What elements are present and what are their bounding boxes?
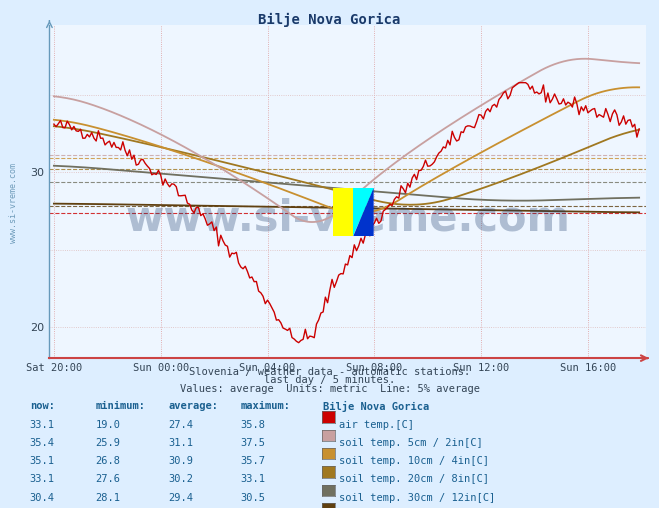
Text: soil temp. 20cm / 8in[C]: soil temp. 20cm / 8in[C] — [339, 474, 490, 485]
Text: Values: average  Units: metric  Line: 5% average: Values: average Units: metric Line: 5% a… — [179, 384, 480, 394]
Text: 35.8: 35.8 — [241, 420, 266, 430]
Text: soil temp. 10cm / 4in[C]: soil temp. 10cm / 4in[C] — [339, 456, 490, 466]
Polygon shape — [353, 188, 374, 236]
Text: 35.1: 35.1 — [30, 456, 55, 466]
Text: 35.4: 35.4 — [30, 438, 55, 448]
Text: www.si-vreme.com: www.si-vreme.com — [9, 163, 18, 243]
Text: 27.4: 27.4 — [168, 420, 193, 430]
Text: 30.9: 30.9 — [168, 456, 193, 466]
Text: 26.8: 26.8 — [96, 456, 121, 466]
Text: Bilje Nova Gorica: Bilje Nova Gorica — [258, 13, 401, 27]
Text: 29.4: 29.4 — [168, 493, 193, 503]
Text: 35.7: 35.7 — [241, 456, 266, 466]
Text: soil temp. 30cm / 12in[C]: soil temp. 30cm / 12in[C] — [339, 493, 496, 503]
Text: 30.5: 30.5 — [241, 493, 266, 503]
Text: 37.5: 37.5 — [241, 438, 266, 448]
Polygon shape — [333, 188, 353, 236]
Text: Bilje Nova Gorica: Bilje Nova Gorica — [323, 401, 429, 412]
Text: air temp.[C]: air temp.[C] — [339, 420, 415, 430]
Text: 27.6: 27.6 — [96, 474, 121, 485]
Text: 30.2: 30.2 — [168, 474, 193, 485]
Text: soil temp. 5cm / 2in[C]: soil temp. 5cm / 2in[C] — [339, 438, 483, 448]
Text: Slovenia / weather data - automatic stations.: Slovenia / weather data - automatic stat… — [189, 367, 470, 377]
Text: minimum:: minimum: — [96, 401, 146, 411]
Text: www.si-vreme.com: www.si-vreme.com — [125, 198, 570, 239]
Text: 31.1: 31.1 — [168, 438, 193, 448]
Text: 19.0: 19.0 — [96, 420, 121, 430]
Text: now:: now: — [30, 401, 55, 411]
Text: last day / 5 minutes.: last day / 5 minutes. — [264, 375, 395, 386]
Text: average:: average: — [168, 401, 218, 411]
Text: 28.1: 28.1 — [96, 493, 121, 503]
Text: 33.1: 33.1 — [241, 474, 266, 485]
Text: 33.1: 33.1 — [30, 420, 55, 430]
Text: 25.9: 25.9 — [96, 438, 121, 448]
Text: 33.1: 33.1 — [30, 474, 55, 485]
Text: 30.4: 30.4 — [30, 493, 55, 503]
Text: maximum:: maximum: — [241, 401, 291, 411]
Polygon shape — [353, 188, 374, 236]
